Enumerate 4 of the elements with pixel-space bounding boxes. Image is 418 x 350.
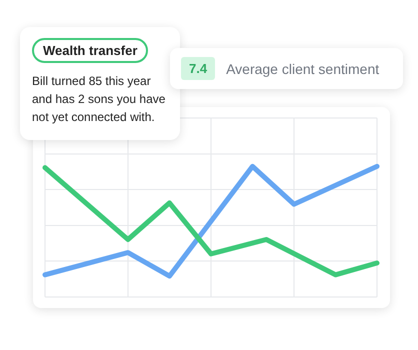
text: Average client sentiment <box>226 60 380 76</box>
text: Bill turned 85 this year and has 2 sons you have not yet connected with. <box>32 73 166 126</box>
text: Wealth transfer <box>32 38 148 63</box>
text: 7.4 <box>181 57 216 80</box>
